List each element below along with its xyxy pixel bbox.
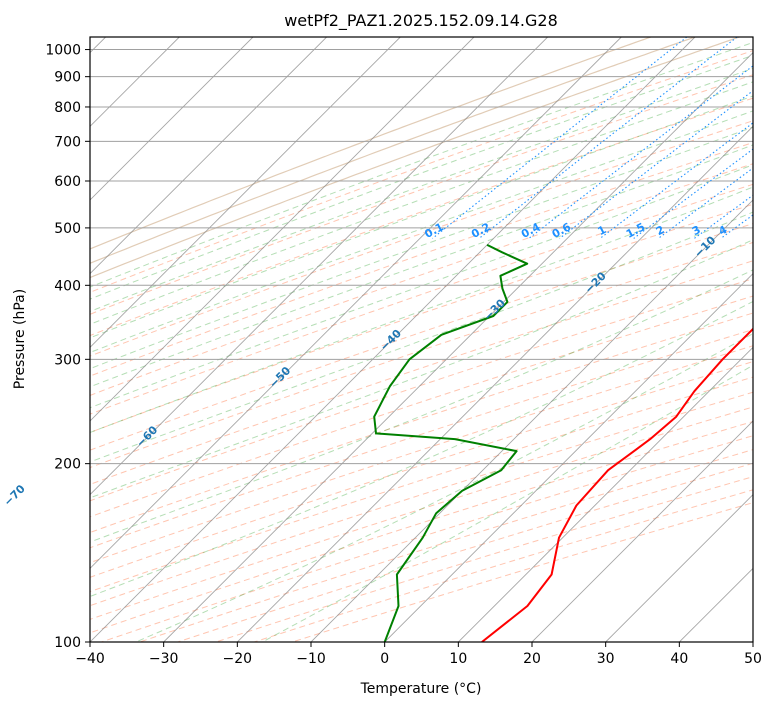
y-tick-label: 400 — [54, 278, 81, 294]
isotherm-label: −50 — [267, 364, 294, 391]
isotherm-line — [384, 273, 753, 642]
x-tick-label: 0 — [380, 651, 389, 667]
moist-adiabat-line — [262, 364, 753, 642]
y-tick-label: 900 — [54, 70, 81, 86]
y-tick-label: 600 — [54, 174, 81, 190]
isotherm-line — [90, 37, 254, 201]
dry-adiabat-line — [101, 435, 753, 642]
dry-adiabat-line — [177, 462, 753, 642]
mixing-ratio-line — [559, 90, 753, 239]
y-axis-ticks: 100 200 300 400 500 600 700 800 900 1000 — [45, 43, 90, 651]
dry-adiabat-line — [90, 312, 753, 534]
isotherm-label: −60 — [134, 423, 161, 450]
dry-adiabat-line — [90, 50, 753, 293]
mixing-ratio-label: 1.5 — [624, 220, 647, 241]
isotherm-line — [90, 37, 622, 569]
profile-lines — [373, 244, 753, 642]
moist-adiabat-line — [90, 54, 753, 300]
moist-adiabat-line — [90, 95, 753, 339]
moist-adiabat-line — [90, 186, 753, 434]
isotherm-line — [752, 641, 753, 642]
x-tick-label: 40 — [670, 651, 688, 667]
dry-adiabat-line — [90, 183, 753, 415]
y-tick-label: 300 — [54, 352, 81, 368]
mixing-ratio-label: 3 — [690, 223, 703, 238]
dry-adiabat-line — [90, 361, 753, 578]
y-tick-label: 200 — [54, 457, 81, 473]
saturated-adiabat-curve — [90, 37, 740, 279]
dry-adiabat-line — [90, 391, 753, 607]
x-axis-ticks: −40 −30 −20 −10 0 10 20 30 40 50 — [75, 642, 762, 667]
plot-frame — [89, 36, 754, 643]
mixing-ratio-line — [599, 122, 753, 239]
moist-adiabat-line — [90, 67, 753, 313]
moist-adiabat-line — [90, 211, 753, 463]
dry-adiabat-line — [292, 502, 753, 642]
dry-adiabat-line — [90, 74, 753, 315]
dry-adiabat-line — [90, 97, 753, 337]
dry-adiabat-line — [90, 163, 753, 396]
dry-adiabat-line — [215, 476, 753, 642]
mixing-ratio-label: 0.2 — [469, 220, 492, 241]
mixing-ratio-label: 0.4 — [519, 220, 543, 241]
isotherm-label: −70 — [1, 482, 28, 509]
moist-adiabat-line — [90, 164, 753, 409]
x-tick-label: 30 — [597, 651, 615, 667]
y-tick-label: 800 — [54, 100, 81, 116]
moist-adiabat-line — [90, 110, 753, 354]
isotherm-line — [237, 125, 753, 642]
moist-adiabat-line — [90, 126, 753, 370]
y-tick-label: 700 — [54, 134, 81, 150]
x-tick-label: 50 — [744, 651, 762, 667]
dry-adiabat-line — [90, 223, 753, 451]
dry-adiabat-line — [90, 142, 753, 377]
x-tick-label: −10 — [296, 651, 326, 667]
isotherm-line — [90, 37, 475, 422]
mixing-ratio-line — [432, 37, 688, 239]
saturated-adiabat-curve — [90, 37, 651, 250]
isotherm-line — [90, 37, 548, 496]
dry-adiabat-line — [90, 329, 753, 549]
moist-adiabat-line — [90, 81, 753, 325]
mixing-ratio-label: 1 — [596, 223, 609, 238]
moist-adiabat-line — [135, 333, 753, 642]
x-tick-label: −20 — [223, 651, 253, 667]
isotherm-line — [605, 494, 753, 642]
isotherm-label: −20 — [582, 269, 609, 296]
chart-title: wetPf2_PAZ1.2025.152.09.14.G28 — [284, 11, 558, 31]
mixing-ratio-label: 0.6 — [550, 220, 574, 241]
isotherm-line — [90, 37, 696, 642]
isotherm-line — [458, 346, 753, 642]
mixing-ratio-line — [694, 194, 753, 239]
isotherm-label: −40 — [378, 327, 405, 354]
isotherm-label: −30 — [481, 296, 508, 323]
dewpoint-profile-line — [373, 244, 529, 642]
saturated-adiabat-curve — [90, 37, 696, 264]
x-tick-label: 20 — [523, 651, 541, 667]
y-tick-label: 500 — [54, 221, 81, 237]
x-tick-label: −30 — [149, 651, 179, 667]
mixing-ratio-line — [478, 37, 738, 239]
y-tick-label: 1000 — [45, 43, 81, 59]
isotherm-line — [679, 567, 753, 642]
isotherm-line — [310, 199, 753, 642]
y-tick-label: 100 — [54, 635, 81, 651]
background-line-labels: 0.10.20.40.611.5234−100−90−80−70−60−50−4… — [1, 220, 729, 509]
mixing-ratio-line — [658, 167, 753, 239]
x-tick-label: 10 — [449, 651, 467, 667]
isotherm-line — [90, 37, 401, 348]
x-tick-label: −40 — [75, 651, 105, 667]
grid-lines — [90, 37, 775, 642]
mixing-ratio-line — [720, 214, 753, 239]
y-axis-label: Pressure (hPa) — [12, 289, 28, 389]
mixing-ratio-line — [760, 37, 775, 238]
isotherm-line — [531, 420, 753, 642]
x-axis-label: Temperature (°C) — [360, 681, 482, 697]
temperature-profile-line — [481, 327, 753, 642]
moist-adiabat-line — [90, 144, 753, 388]
isotherm-line — [163, 52, 753, 642]
isotherm-line — [90, 37, 327, 275]
